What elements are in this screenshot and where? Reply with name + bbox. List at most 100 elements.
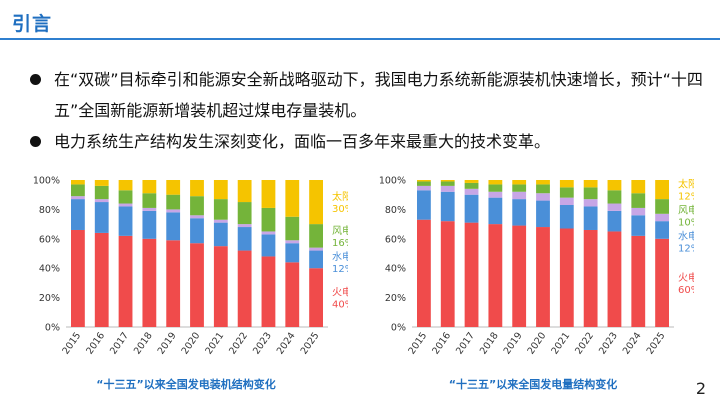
bar-segment-nuclear <box>71 196 85 200</box>
y-tick-label: 20% <box>39 293 60 304</box>
title-divider <box>0 38 720 40</box>
bar-segment-coal <box>583 229 598 327</box>
series-label-value: 30% <box>332 204 348 215</box>
y-tick-label: 100% <box>379 176 406 187</box>
bar-segment-hydro <box>607 210 622 232</box>
bar-segment-solar <box>607 180 622 191</box>
series-label-name: 风电 <box>332 224 348 237</box>
bar-segment-coal <box>166 240 181 327</box>
bar-segment-nuclear <box>309 247 323 251</box>
series-label-value: 60% <box>678 285 694 296</box>
bar-segment-wind <box>237 202 252 225</box>
bar-segment-solar <box>166 180 181 195</box>
bar-segment-wind <box>261 207 276 232</box>
bar-segment-wind <box>512 184 527 192</box>
bar-segment-solar <box>118 180 133 191</box>
bar-segment-coal <box>237 250 252 327</box>
bar-segment-nuclear <box>285 240 300 244</box>
bar-segment-wind <box>536 184 550 194</box>
bar-segment-wind <box>309 224 323 248</box>
x-tick-label: 2015 <box>406 330 429 356</box>
chart-caption-generation: “十三五”以来全国发电量结构变化 <box>448 378 618 391</box>
bar-segment-wind <box>464 182 479 189</box>
bar-segment-nuclear <box>94 199 109 203</box>
series-label-name: 太阳能 <box>332 190 348 203</box>
y-tick-label: 40% <box>385 264 406 275</box>
bullet-list: 在“双碳”目标牵引和能源安全新战略驱动下，我国电力系统新能源装机快速增长，预计“… <box>30 64 710 157</box>
bar-segment-solar <box>261 180 276 208</box>
bar-segment-wind <box>142 193 157 208</box>
chart-caption-capacity: “十三五”以来全国发电装机结构变化 <box>96 378 276 391</box>
bar-segment-hydro <box>118 206 133 236</box>
bar-segment-wind <box>440 181 455 186</box>
bar-segment-nuclear <box>583 199 598 207</box>
series-label-value: 12% <box>678 192 694 203</box>
bar-segment-wind <box>94 185 109 200</box>
series-label-name: 太阳能 <box>678 178 694 191</box>
x-tick-label: 2023 <box>251 330 274 356</box>
x-tick-label: 2016 <box>84 330 107 356</box>
x-tick-label: 2017 <box>454 330 477 356</box>
bar-segment-coal <box>464 222 479 327</box>
bar-segment-solar <box>440 180 455 182</box>
x-tick-label: 2019 <box>156 330 179 356</box>
y-tick-label: 100% <box>33 176 60 187</box>
y-tick-label: 0% <box>45 323 60 334</box>
page-number: 2 <box>695 379 706 398</box>
bar-segment-hydro <box>512 199 527 226</box>
bar-segment-coal <box>142 238 157 327</box>
bar-segment-coal <box>261 256 276 327</box>
page-title: 引言 <box>12 13 53 35</box>
bar-segment-solar <box>71 180 85 185</box>
bar-segment-wind <box>166 194 181 210</box>
bar-segment-solar <box>309 180 323 225</box>
bar-segment-nuclear <box>655 213 669 222</box>
bar-segment-wind <box>213 199 228 220</box>
bar-segment-hydro <box>631 215 646 236</box>
bar-segment-nuclear <box>166 209 181 213</box>
bar-segment-nuclear <box>464 188 479 195</box>
bar-segment-solar <box>285 180 300 217</box>
bar-segment-coal <box>213 246 228 327</box>
bar-segment-solar <box>464 180 479 183</box>
bar-segment-wind <box>118 190 133 204</box>
series-label-value: 10% <box>678 218 694 229</box>
x-tick-label: 2025 <box>645 330 668 356</box>
bar-segment-nuclear <box>190 215 204 219</box>
series-label-name: 火电 <box>332 286 348 299</box>
bar-segment-hydro <box>166 212 181 241</box>
y-tick-label: 40% <box>39 264 60 275</box>
bar-segment-solar <box>655 180 669 200</box>
bar-segment-solar <box>583 180 598 188</box>
bar-segment-wind <box>417 181 431 186</box>
bar-segment-wind <box>655 199 669 214</box>
series-label-name: 水电 <box>332 250 348 263</box>
bar-segment-coal <box>190 243 204 327</box>
bar-segment-coal <box>309 268 323 327</box>
bar-segment-solar <box>488 180 503 185</box>
x-tick-label: 2019 <box>502 330 525 356</box>
bar-segment-nuclear <box>142 207 157 211</box>
bar-segment-coal <box>655 238 669 327</box>
bullet-item: 电力系统生产结构发生深刻变化，面临一百多年来最重大的技术变革。 <box>30 126 710 157</box>
bullet-dot-icon <box>30 136 41 147</box>
series-label-value: 40% <box>332 300 348 311</box>
bar-segment-coal <box>512 225 527 327</box>
bar-segment-solar <box>559 180 574 188</box>
bar-segment-wind <box>71 184 85 197</box>
generation-structure-chart: 0% 20% 40% 60% 80% 100% 2015 2016 2017 2018 2019 20… <box>374 172 694 372</box>
bar-segment-coal <box>559 228 574 327</box>
bar-segment-solar <box>536 180 550 185</box>
bar-segment-hydro <box>309 250 323 269</box>
x-tick-label: 2021 <box>203 330 226 356</box>
x-tick-label: 2020 <box>526 330 549 356</box>
x-tick-label: 2025 <box>299 330 322 356</box>
bar-segment-hydro <box>94 202 109 233</box>
chart-svg: 0%20%40%60%80%100%2015 2016 2017 2018 2019 20… <box>379 176 694 357</box>
bar-segment-hydro <box>583 206 598 230</box>
bar-segment-coal <box>71 229 85 327</box>
bullet-dot-icon <box>30 74 41 85</box>
bar-segment-hydro <box>213 222 228 247</box>
bar-segment-hydro <box>237 227 252 251</box>
bar-segment-nuclear <box>536 193 550 201</box>
